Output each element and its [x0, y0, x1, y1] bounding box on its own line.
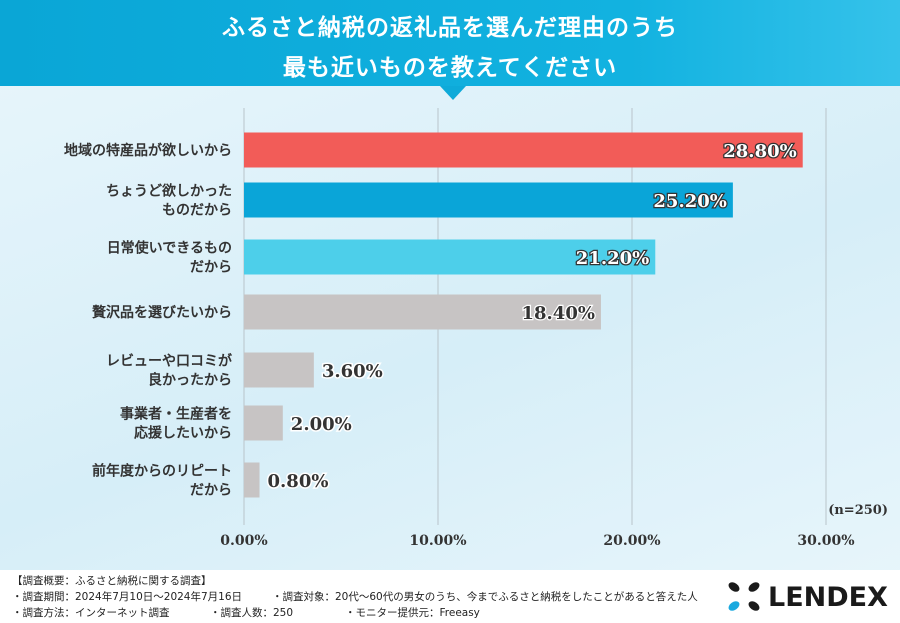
title-line-1: ふるさと納税の返礼品を選んだ理由のうち — [222, 14, 678, 41]
survey-summary: 【調査概要：ふるさと納税に関する調査】 — [12, 575, 212, 587]
survey-period: ・調査期間：2024年7月10日〜2024年7月16日 — [12, 591, 243, 603]
bar — [244, 294, 601, 330]
category-label: だから — [190, 483, 232, 499]
lendex-logo: LENDEX — [726, 580, 888, 614]
x-tick-label: 10.00% — [409, 533, 466, 549]
bar-chart: 0.00% 10.00% 20.00% 30.00% 地域の特産品が欲しいから 28.80… — [64, 108, 888, 549]
data-label: 18.40% — [521, 303, 594, 324]
title-line-2: 最も近いものを教えてください — [282, 54, 618, 81]
survey-count: ・調査人数：250 — [210, 607, 294, 619]
category-label: ものだから — [162, 203, 232, 219]
banner-pointer — [440, 86, 466, 100]
title-banner: ふるさと納税の返礼品を選んだ理由のうち 最も近いものを教えてください — [0, 0, 900, 86]
data-label: 28.80% — [723, 141, 796, 162]
category-label: 前年度からのリピート — [92, 463, 232, 480]
data-label: 0.80% — [268, 471, 329, 492]
bar — [244, 182, 733, 218]
category-label: 事業者・生産者を — [120, 406, 232, 423]
bar — [244, 239, 656, 275]
data-label: 25.20% — [653, 191, 726, 212]
bar — [244, 462, 260, 498]
category-label: ちょうど欲しかった — [106, 183, 232, 200]
category-label: 良かったから — [148, 372, 232, 389]
category-label: 地域の特産品が欲しいから — [64, 142, 232, 159]
category-label: 応援したいから — [134, 425, 232, 442]
category-label: 贅沢品を選びたいから — [91, 304, 232, 321]
bar — [244, 405, 283, 441]
category-label: だから — [190, 260, 232, 276]
survey-target: ・調査対象：20代〜60代の男女のうち、今までふるさと納税をしたことがあると答え… — [272, 591, 698, 603]
data-label: 2.00% — [291, 414, 352, 435]
data-label: 21.20% — [576, 248, 649, 269]
bar — [244, 352, 314, 388]
category-label: レビューや口コミが — [106, 353, 233, 370]
logo-text: LENDEX — [768, 581, 888, 613]
logo-mark-icon — [728, 582, 760, 611]
x-tick-label: 20.00% — [603, 533, 660, 549]
x-tick-label: 30.00% — [797, 533, 854, 549]
data-label: 3.60% — [322, 361, 383, 382]
x-tick-label: 0.00% — [220, 533, 267, 549]
sample-size-note: (n=250) — [828, 503, 888, 518]
survey-monitor: ・モニター提供元：Freeasy — [345, 607, 480, 619]
bar — [244, 132, 803, 168]
category-label: 日常使いできるもの — [107, 240, 232, 257]
survey-footer: 【調査概要：ふるさと納税に関する調査】 ・調査期間：2024年7月10日〜202… — [0, 570, 900, 623]
survey-method: ・調査方法：インターネット調査 — [12, 607, 170, 619]
